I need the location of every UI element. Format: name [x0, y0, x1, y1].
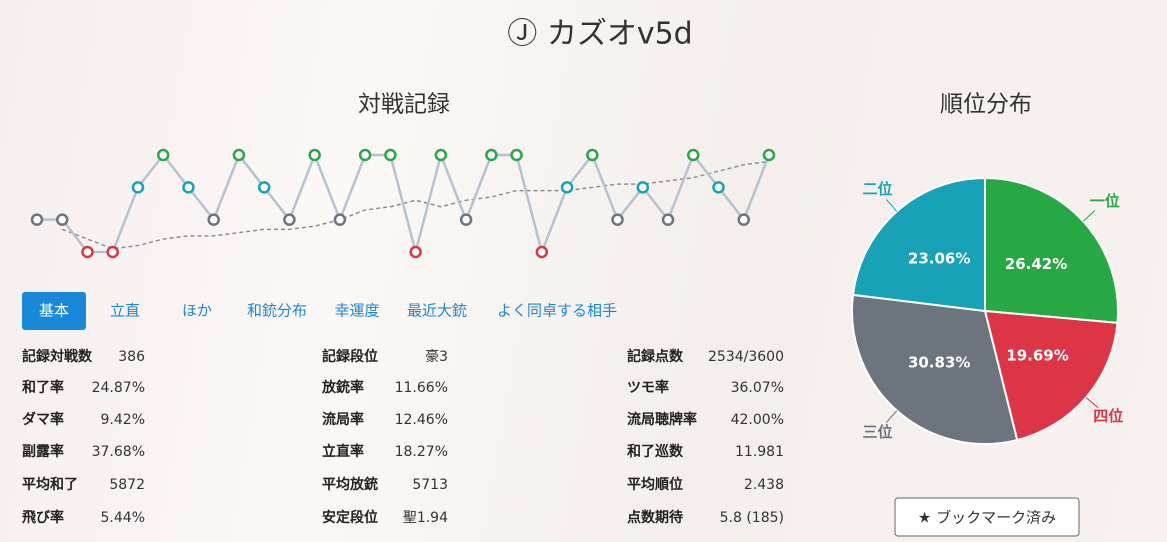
rank-point — [156, 148, 170, 162]
stat-label: ダマ率 — [22, 411, 64, 428]
stat-label: 立直率 — [322, 443, 364, 460]
stat-label: 記録点数 — [627, 348, 684, 365]
stat-value: 豪3 — [425, 349, 448, 365]
slice-label: 二位 — [862, 180, 892, 198]
rank-point — [485, 148, 498, 162]
tab[interactable]: ほか — [182, 302, 212, 320]
slice-value: 19.69% — [1006, 346, 1068, 364]
pie-slice — [851, 176, 986, 313]
tab[interactable]: 立直 — [110, 302, 140, 320]
pie-slice — [984, 176, 1119, 324]
slice-value: 30.83% — [908, 353, 970, 371]
rank-point — [131, 181, 145, 194]
pie-slice — [983, 309, 1119, 442]
chart-title: 対戦記録 — [358, 92, 450, 118]
stat-label: 飛び率 — [21, 509, 64, 526]
rank-point — [661, 213, 675, 226]
trend-line — [61, 160, 770, 250]
stat-value: 36.07% — [731, 380, 784, 396]
rank-point — [409, 245, 422, 259]
stat-label: 平均順位 — [627, 476, 683, 493]
stat-label: 点数期待 — [627, 509, 683, 526]
rank-point — [459, 213, 473, 226]
rank-point — [636, 181, 650, 194]
stat-value: 37.68% — [92, 444, 145, 460]
stat-value: 11.66% — [395, 380, 448, 396]
leader-line — [885, 410, 898, 423]
rank-point — [384, 148, 397, 162]
stat-label: 放銃率 — [321, 379, 364, 396]
slice-value: 23.06% — [908, 250, 970, 268]
rank-point — [182, 181, 195, 194]
stat-label: ツモ率 — [627, 379, 669, 396]
stat-value: 18.27% — [395, 444, 448, 460]
rank-point — [535, 245, 549, 259]
rank-point — [333, 213, 347, 226]
stat-value: 5.8 (185) — [720, 510, 784, 526]
rank-point — [586, 148, 599, 162]
stat-value: 聖1.94 — [403, 510, 448, 526]
rank-point — [30, 213, 44, 226]
rank-point — [81, 245, 94, 259]
bookmark-label: ★ ブックマーク済み — [918, 509, 1056, 527]
stat-label: 流局率 — [322, 411, 364, 428]
leader-line — [885, 199, 898, 212]
tab-active[interactable] — [22, 292, 86, 330]
rank-point — [308, 148, 321, 162]
stat-value: 2.438 — [744, 477, 784, 493]
stat-label: 平均放銃 — [322, 476, 378, 493]
rank-point — [762, 148, 776, 162]
stat-value: 5.44% — [101, 510, 145, 526]
tab[interactable]: よく同卓する相手 — [497, 302, 617, 320]
rank-point — [257, 181, 271, 194]
rank-point — [358, 148, 372, 162]
stat-value: 12.46% — [395, 412, 448, 428]
rank-point — [106, 245, 119, 259]
stat-value: 5872 — [109, 477, 145, 493]
rank-point — [434, 148, 448, 162]
stat-label: 記録対戦数 — [22, 348, 93, 365]
stat-label: 平均和了 — [22, 476, 78, 493]
rank-line — [37, 150, 771, 257]
rank-point — [207, 213, 220, 226]
rank-point — [232, 148, 246, 162]
rank-point — [737, 213, 751, 226]
rank-point — [611, 213, 624, 226]
chart-title: 順位分布 — [940, 92, 1032, 118]
tab[interactable]: 幸運度 — [334, 302, 379, 320]
slice-label: 三位 — [862, 423, 892, 441]
stat-value: 24.87% — [92, 380, 145, 396]
rank-point — [283, 213, 296, 226]
tab[interactable]: 基本 — [39, 302, 69, 320]
tab[interactable]: 和銃分布 — [247, 302, 307, 320]
stat-label: 和了率 — [22, 379, 64, 396]
pie-slice — [851, 293, 1019, 445]
rank-point — [510, 148, 523, 162]
stat-label: 記録段位 — [322, 348, 378, 365]
slice-label: 四位 — [1093, 407, 1123, 425]
rank-point — [712, 181, 725, 194]
rank-point — [687, 148, 700, 162]
bookmark-button[interactable] — [894, 497, 1080, 537]
stat-label: 安定段位 — [322, 509, 378, 526]
stat-value: 42.00% — [731, 412, 784, 428]
stat-value: 2534/3600 — [708, 349, 784, 365]
leader-line — [1085, 397, 1099, 409]
stat-label: 和了巡数 — [627, 443, 684, 460]
slice-label: 一位 — [1090, 192, 1120, 210]
rank-point — [55, 213, 69, 226]
stat-value: 9.42% — [101, 412, 145, 428]
rank-point — [560, 181, 574, 194]
stat-value: 386 — [118, 349, 145, 365]
tab[interactable]: 最近大銃 — [407, 302, 467, 320]
stat-value: 5713 — [412, 477, 448, 493]
stat-value: 11.981 — [735, 444, 784, 460]
slice-value: 26.42% — [1005, 255, 1067, 273]
stat-label: 流局聴牌率 — [627, 411, 697, 428]
page-title: Ⓙ カズオv5d — [507, 17, 692, 52]
stat-label: 副露率 — [22, 443, 64, 460]
leader-line — [1082, 210, 1096, 222]
